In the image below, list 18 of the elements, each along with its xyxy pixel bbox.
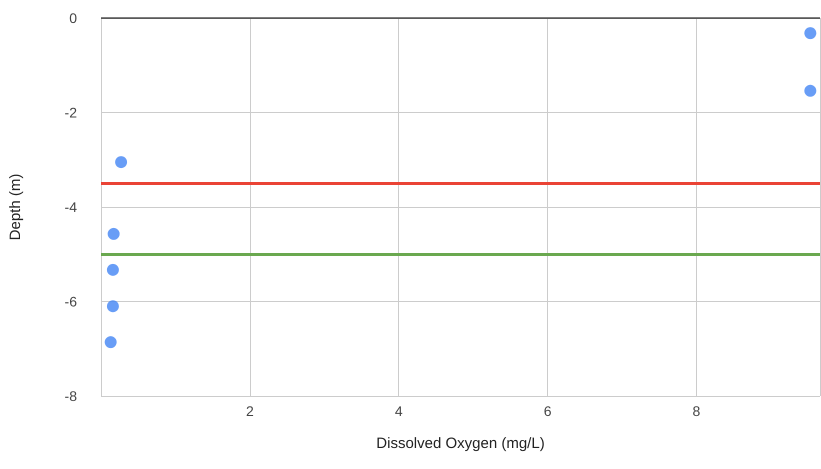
x-axis-title: Dissolved Oxygen (mg/L) bbox=[376, 435, 545, 452]
x-tick-label: 4 bbox=[394, 403, 403, 419]
y-tick-label: -6 bbox=[64, 294, 78, 310]
y-tick-label: -8 bbox=[64, 388, 78, 404]
point bbox=[804, 27, 816, 40]
x-tick-label: 6 bbox=[544, 403, 552, 419]
y-tick-label: 0 bbox=[69, 10, 78, 26]
point bbox=[106, 264, 119, 276]
point bbox=[106, 300, 119, 312]
point bbox=[104, 336, 117, 348]
x-tick-label: 2 bbox=[246, 403, 254, 419]
y-tick-label: -2 bbox=[64, 104, 78, 120]
y-axis-title: Depth (m) bbox=[7, 174, 24, 240]
y-tick-label: -4 bbox=[64, 199, 78, 215]
x-tick-label: 8 bbox=[692, 403, 701, 419]
point bbox=[804, 84, 816, 97]
point bbox=[108, 228, 120, 240]
point bbox=[115, 156, 128, 168]
